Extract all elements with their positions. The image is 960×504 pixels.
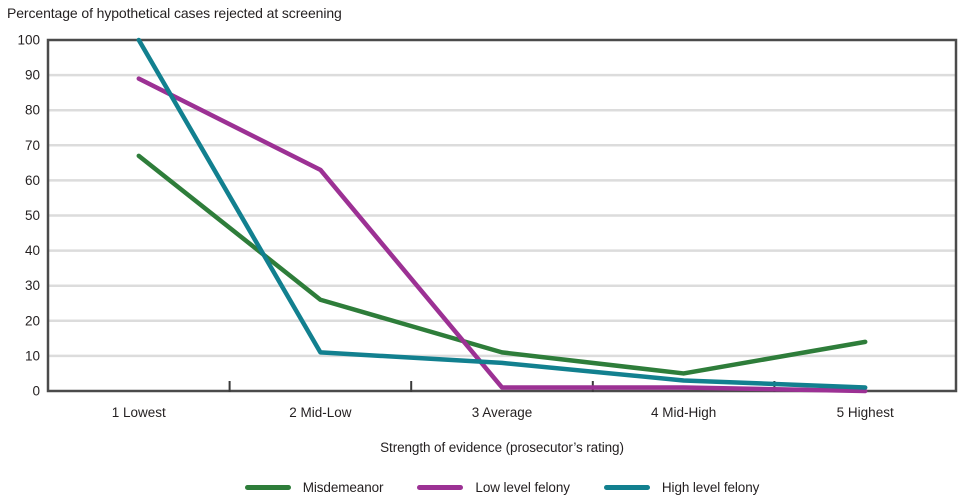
series-line-low-level-felony (136, 76, 868, 394)
legend-label: Misdemeanor (302, 480, 384, 495)
y-tick-label: 30 (25, 278, 40, 293)
series-line-misdemeanor (136, 153, 868, 376)
legend-swatch (603, 484, 650, 491)
x-tick-label: 4 Mid-High (651, 405, 716, 420)
legend-label: High level felony (661, 480, 760, 495)
y-tick-label: 0 (32, 384, 40, 399)
x-tick-label: 1 Lowest (112, 405, 166, 420)
x-tick-label: 3 Average (472, 405, 533, 420)
y-tick-label: 70 (25, 138, 40, 153)
x-axis-label: Strength of evidence (prosecutor’s ratin… (380, 440, 624, 455)
legend-swatch (244, 484, 291, 491)
chart-title: Percentage of hypothetical cases rejecte… (7, 5, 342, 21)
legend-label: Low level felony (475, 480, 570, 495)
y-tick-label: 60 (25, 173, 40, 188)
y-tick-label: 20 (25, 313, 40, 328)
x-tick-label: 5 Highest (837, 405, 894, 420)
plot-border (46, 38, 958, 393)
legend-swatch (417, 484, 464, 491)
y-tick-label: 50 (25, 208, 40, 223)
y-tick-label: 90 (25, 68, 40, 83)
y-tick-label: 80 (25, 103, 40, 118)
x-tick-label: 2 Mid-Low (289, 405, 352, 420)
legend-item-high-level-felony: High level felony (603, 480, 760, 495)
chart-legend: Misdemeanor Low level felony High level fe… (48, 480, 956, 495)
legend-item-low-level-felony: Low level felony (417, 480, 570, 495)
y-tick-label: 40 (25, 243, 40, 258)
legend-item-misdemeanor: Misdemeanor (244, 480, 384, 495)
series-line-high-level-felony (136, 37, 868, 390)
y-tick-label: 100 (17, 33, 40, 48)
y-tick-label: 10 (25, 348, 40, 363)
